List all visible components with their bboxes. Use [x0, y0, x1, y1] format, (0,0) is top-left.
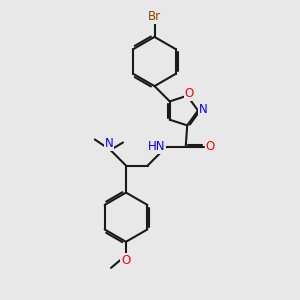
Text: O: O — [206, 140, 215, 154]
Text: N: N — [199, 103, 208, 116]
Text: HN: HN — [148, 140, 165, 153]
Text: O: O — [122, 254, 130, 267]
Text: O: O — [185, 87, 194, 100]
Text: N: N — [104, 137, 113, 150]
Text: Br: Br — [148, 10, 161, 23]
